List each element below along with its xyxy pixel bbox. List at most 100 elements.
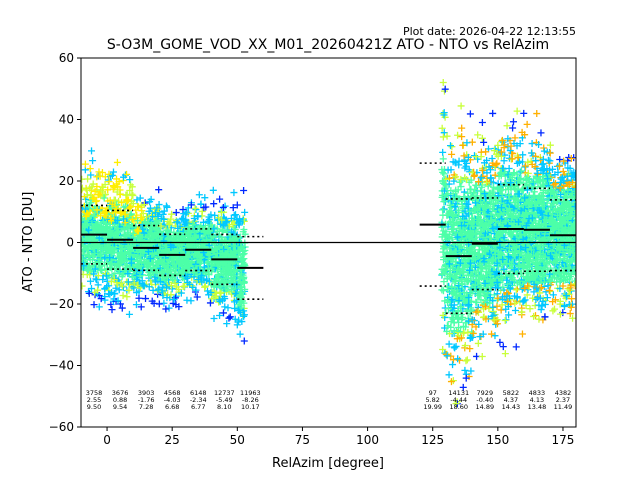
scatter-point (126, 176, 134, 184)
scatter-point (462, 357, 470, 365)
scatter-point (105, 170, 113, 178)
scatter-point (88, 147, 96, 155)
scatter-point (216, 311, 224, 319)
scatter-point (518, 330, 526, 338)
scatter-point (193, 293, 201, 301)
scatter-point (142, 295, 150, 303)
scatter-point (160, 207, 168, 215)
scatter-point (108, 306, 116, 314)
scatter-point (210, 200, 218, 208)
scatter-point (204, 287, 212, 295)
scatter-point (163, 203, 171, 211)
scatter-point (458, 133, 466, 141)
scatter-point (528, 140, 536, 148)
scatter-point (241, 208, 249, 216)
scatter-point (230, 189, 238, 197)
scatter-point (474, 131, 482, 139)
scatter-point (160, 299, 168, 307)
scatter-point (84, 175, 92, 183)
scatter-point (115, 286, 123, 294)
scatter-point (81, 160, 89, 168)
scatter-point (474, 339, 482, 347)
scatter-points-layer (81, 79, 576, 408)
scatter-point (137, 303, 145, 311)
scatter-point (501, 350, 509, 358)
scatter-point (509, 118, 517, 126)
scatter-point (458, 124, 466, 132)
scatter-point (191, 204, 199, 212)
scatter-point (221, 303, 229, 311)
scatter-point (125, 310, 133, 318)
scatter-point (501, 317, 509, 325)
scatter-point (491, 332, 499, 340)
scatter-point (177, 224, 185, 232)
scatter-point (497, 306, 505, 314)
scatter-point (448, 143, 456, 151)
scatter-point (172, 209, 180, 217)
scatter-point (478, 119, 486, 127)
scatter-point (112, 284, 120, 292)
scatter-point (463, 356, 471, 364)
scatter-point (499, 343, 507, 351)
scatter-point (240, 337, 248, 345)
scatter-point (123, 293, 131, 301)
scatter-point (155, 300, 163, 308)
scatter-point (133, 196, 141, 204)
scatter-point (212, 292, 220, 300)
scatter-point (192, 206, 200, 214)
scatter-point (561, 301, 569, 309)
scatter-point (489, 109, 497, 117)
scatter-point (177, 289, 185, 297)
scatter-point (173, 218, 181, 226)
scatter-point (533, 110, 541, 118)
scatter-point (148, 297, 156, 305)
scatter-point (136, 194, 144, 202)
scatter-point (132, 301, 140, 309)
scatter-point (466, 110, 474, 118)
scatter-point (86, 165, 94, 173)
scatter-point (549, 307, 557, 315)
scatter-point (448, 150, 456, 158)
scatter-point (81, 282, 86, 290)
scatter-point (195, 191, 203, 199)
scatter-point (236, 330, 244, 338)
scatter-point (225, 314, 233, 322)
scatter-point (178, 215, 186, 223)
chart-title: S-O3M_GOME_VOD_XX_M01_20260421Z ATO - NT… (107, 37, 549, 53)
scatter-point (119, 291, 127, 299)
scatter-point (454, 131, 462, 139)
scatter-point (197, 200, 205, 208)
scatter-point (93, 197, 101, 205)
scatter-point (224, 304, 232, 312)
scatter-point (179, 206, 187, 214)
scatter-point (126, 187, 134, 195)
scatter-point (523, 120, 531, 128)
scatter-point (125, 286, 133, 294)
scatter-point (449, 361, 457, 369)
scatter-point (439, 287, 447, 295)
scatter-point (87, 171, 95, 179)
scatter-point (155, 186, 163, 194)
plot-date-label: Plot date: 2026-04-22 12:13:55 (403, 25, 576, 38)
scatter-point (168, 210, 176, 218)
scatter-point (496, 338, 504, 346)
scatter-point (216, 195, 224, 203)
scatter-point (526, 305, 534, 313)
scatter-point (229, 204, 237, 212)
scatter-point (209, 186, 217, 194)
scatter-point (542, 288, 550, 296)
scatter-point (175, 303, 183, 311)
scatter-point (546, 141, 554, 149)
scatter-point (206, 299, 214, 307)
scatter-point (193, 276, 201, 284)
scatter-point (439, 79, 447, 87)
scatter-point (134, 257, 142, 265)
scatter-point (99, 275, 107, 283)
scatter-point (439, 148, 447, 156)
scatter-point (461, 366, 469, 374)
scatter-point (240, 311, 248, 319)
scatter-point (478, 134, 486, 142)
scatter-point (165, 304, 173, 312)
